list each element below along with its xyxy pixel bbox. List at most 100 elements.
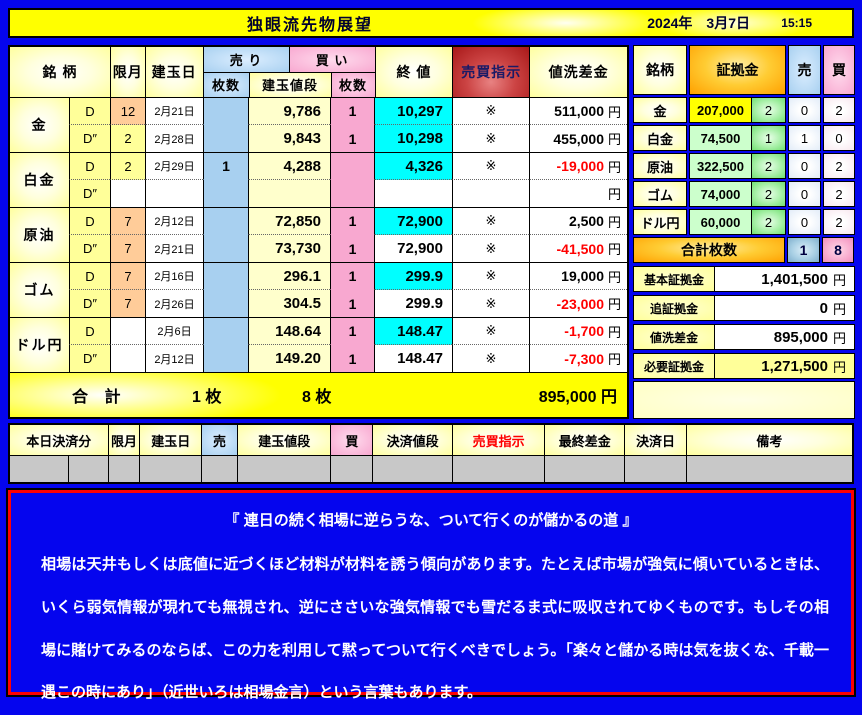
open-price-cell[interactable]: 4,288	[248, 153, 330, 180]
order-instruction-cell[interactable]: ※	[452, 263, 529, 290]
sell-lots-cell[interactable]	[203, 345, 248, 372]
settle-cell[interactable]	[330, 456, 373, 482]
sell-lots-cell[interactable]	[203, 235, 248, 262]
margin-buy-count[interactable]: 2	[823, 209, 855, 235]
settle-cell[interactable]	[107, 456, 140, 482]
close-price-cell[interactable]: 148.47	[374, 345, 452, 372]
sell-lots-cell[interactable]	[203, 125, 248, 152]
type-cell[interactable]: D	[69, 263, 110, 290]
mtm-cell[interactable]: -19,000 円	[529, 153, 627, 180]
buy-lots-cell[interactable]: 1	[330, 125, 374, 152]
month-cell[interactable]: 12	[110, 98, 145, 125]
open-date-cell[interactable]: 2月12日	[145, 208, 203, 235]
mtm-cell[interactable]: -1,700 円	[529, 318, 627, 345]
open-price-cell[interactable]: 304.5	[248, 290, 330, 317]
close-price-cell[interactable]	[374, 180, 452, 207]
margin-count[interactable]: 2	[752, 210, 785, 234]
buy-lots-cell[interactable]	[330, 180, 374, 207]
margin-buy-count[interactable]: 0	[823, 125, 855, 151]
settle-cell[interactable]	[67, 456, 108, 482]
type-cell[interactable]: D″	[69, 345, 110, 372]
settle-cell[interactable]	[139, 456, 202, 482]
close-price-cell[interactable]: 10,298	[374, 125, 452, 152]
open-price-cell[interactable]: 296.1	[248, 263, 330, 290]
margin-amount[interactable]: 74,500	[690, 126, 752, 150]
sell-lots-cell[interactable]	[203, 290, 248, 317]
order-instruction-cell[interactable]	[452, 180, 529, 207]
buy-lots-cell[interactable]: 1	[330, 290, 374, 317]
mtm-cell[interactable]: -7,300 円	[529, 345, 627, 372]
open-date-cell[interactable]: 2月21日	[145, 235, 203, 262]
settle-cell[interactable]	[685, 456, 852, 482]
type-cell[interactable]: D	[69, 318, 110, 345]
margin-sell-count[interactable]: 0	[788, 97, 821, 123]
settle-cell[interactable]	[372, 456, 452, 482]
type-cell[interactable]: D″	[69, 125, 110, 152]
close-price-cell[interactable]: 72,900	[374, 208, 452, 235]
margin-count[interactable]: 2	[752, 98, 785, 122]
settle-cell[interactable]	[624, 456, 686, 482]
margin-amount[interactable]: 60,000	[690, 210, 752, 234]
mtm-cell[interactable]: -23,000 円	[529, 290, 627, 317]
order-instruction-cell[interactable]: ※	[452, 208, 529, 235]
buy-lots-cell[interactable]: 1	[330, 318, 374, 345]
close-price-cell[interactable]: 72,900	[374, 235, 452, 262]
margin-amount[interactable]: 74,000	[690, 182, 752, 206]
margin-amount[interactable]: 322,500	[690, 154, 752, 178]
mtm-cell[interactable]: 19,000 円	[529, 263, 627, 290]
month-cell[interactable]	[110, 180, 145, 207]
open-price-cell[interactable]: 73,730	[248, 235, 330, 262]
type-cell[interactable]: D″	[69, 180, 110, 207]
sell-lots-cell[interactable]	[203, 208, 248, 235]
sell-lots-cell[interactable]	[203, 318, 248, 345]
close-price-cell[interactable]: 148.47	[374, 318, 452, 345]
open-price-cell[interactable]: 149.20	[248, 345, 330, 372]
margin-count[interactable]: 2	[752, 182, 785, 206]
open-date-cell[interactable]: 2月16日	[145, 263, 203, 290]
mtm-cell[interactable]: 2,500 円	[529, 208, 627, 235]
margin-buy-count[interactable]: 2	[823, 97, 855, 123]
sell-lots-cell[interactable]	[203, 180, 248, 207]
open-price-cell[interactable]: 148.64	[248, 318, 330, 345]
order-instruction-cell[interactable]: ※	[452, 125, 529, 152]
margin-amount[interactable]: 207,000	[690, 98, 752, 122]
buy-lots-cell[interactable]	[330, 153, 374, 180]
close-price-cell[interactable]: 299.9	[374, 290, 452, 317]
month-cell[interactable]: 2	[110, 153, 145, 180]
open-price-cell[interactable]	[248, 180, 330, 207]
buy-lots-cell[interactable]: 1	[330, 345, 374, 372]
open-price-cell[interactable]: 72,850	[248, 208, 330, 235]
settle-cell[interactable]	[544, 456, 625, 482]
month-cell[interactable]: 7	[110, 208, 145, 235]
type-cell[interactable]: D	[69, 98, 110, 125]
order-instruction-cell[interactable]: ※	[452, 290, 529, 317]
sell-lots-cell[interactable]	[203, 263, 248, 290]
settle-cell[interactable]	[10, 456, 68, 482]
month-cell[interactable]	[110, 345, 145, 372]
settle-cell[interactable]	[236, 456, 331, 482]
mtm-cell[interactable]: 円	[529, 180, 627, 207]
close-price-cell[interactable]: 10,297	[374, 98, 452, 125]
open-date-cell[interactable]: 2月29日	[145, 153, 203, 180]
open-date-cell[interactable]: 2月21日	[145, 98, 203, 125]
margin-sell-count[interactable]: 0	[788, 209, 821, 235]
month-cell[interactable]: 7	[110, 290, 145, 317]
open-date-cell[interactable]: 2月28日	[145, 125, 203, 152]
buy-lots-cell[interactable]: 1	[330, 208, 374, 235]
month-cell[interactable]: 7	[110, 235, 145, 262]
margin-count[interactable]: 2	[752, 154, 785, 178]
sell-lots-cell[interactable]	[203, 98, 248, 125]
buy-lots-cell[interactable]: 1	[330, 235, 374, 262]
close-price-cell[interactable]: 4,326	[374, 153, 452, 180]
buy-lots-cell[interactable]: 1	[330, 263, 374, 290]
order-instruction-cell[interactable]: ※	[452, 318, 529, 345]
settle-cell[interactable]	[451, 456, 545, 482]
month-cell[interactable]	[110, 318, 145, 345]
close-price-cell[interactable]: 299.9	[374, 263, 452, 290]
margin-sell-count[interactable]: 0	[788, 153, 821, 179]
margin-buy-count[interactable]: 2	[823, 181, 855, 207]
mtm-cell[interactable]: 511,000 円	[529, 98, 627, 125]
type-cell[interactable]: D″	[69, 235, 110, 262]
open-date-cell[interactable]: 2月6日	[145, 318, 203, 345]
margin-sell-count[interactable]: 0	[788, 181, 821, 207]
